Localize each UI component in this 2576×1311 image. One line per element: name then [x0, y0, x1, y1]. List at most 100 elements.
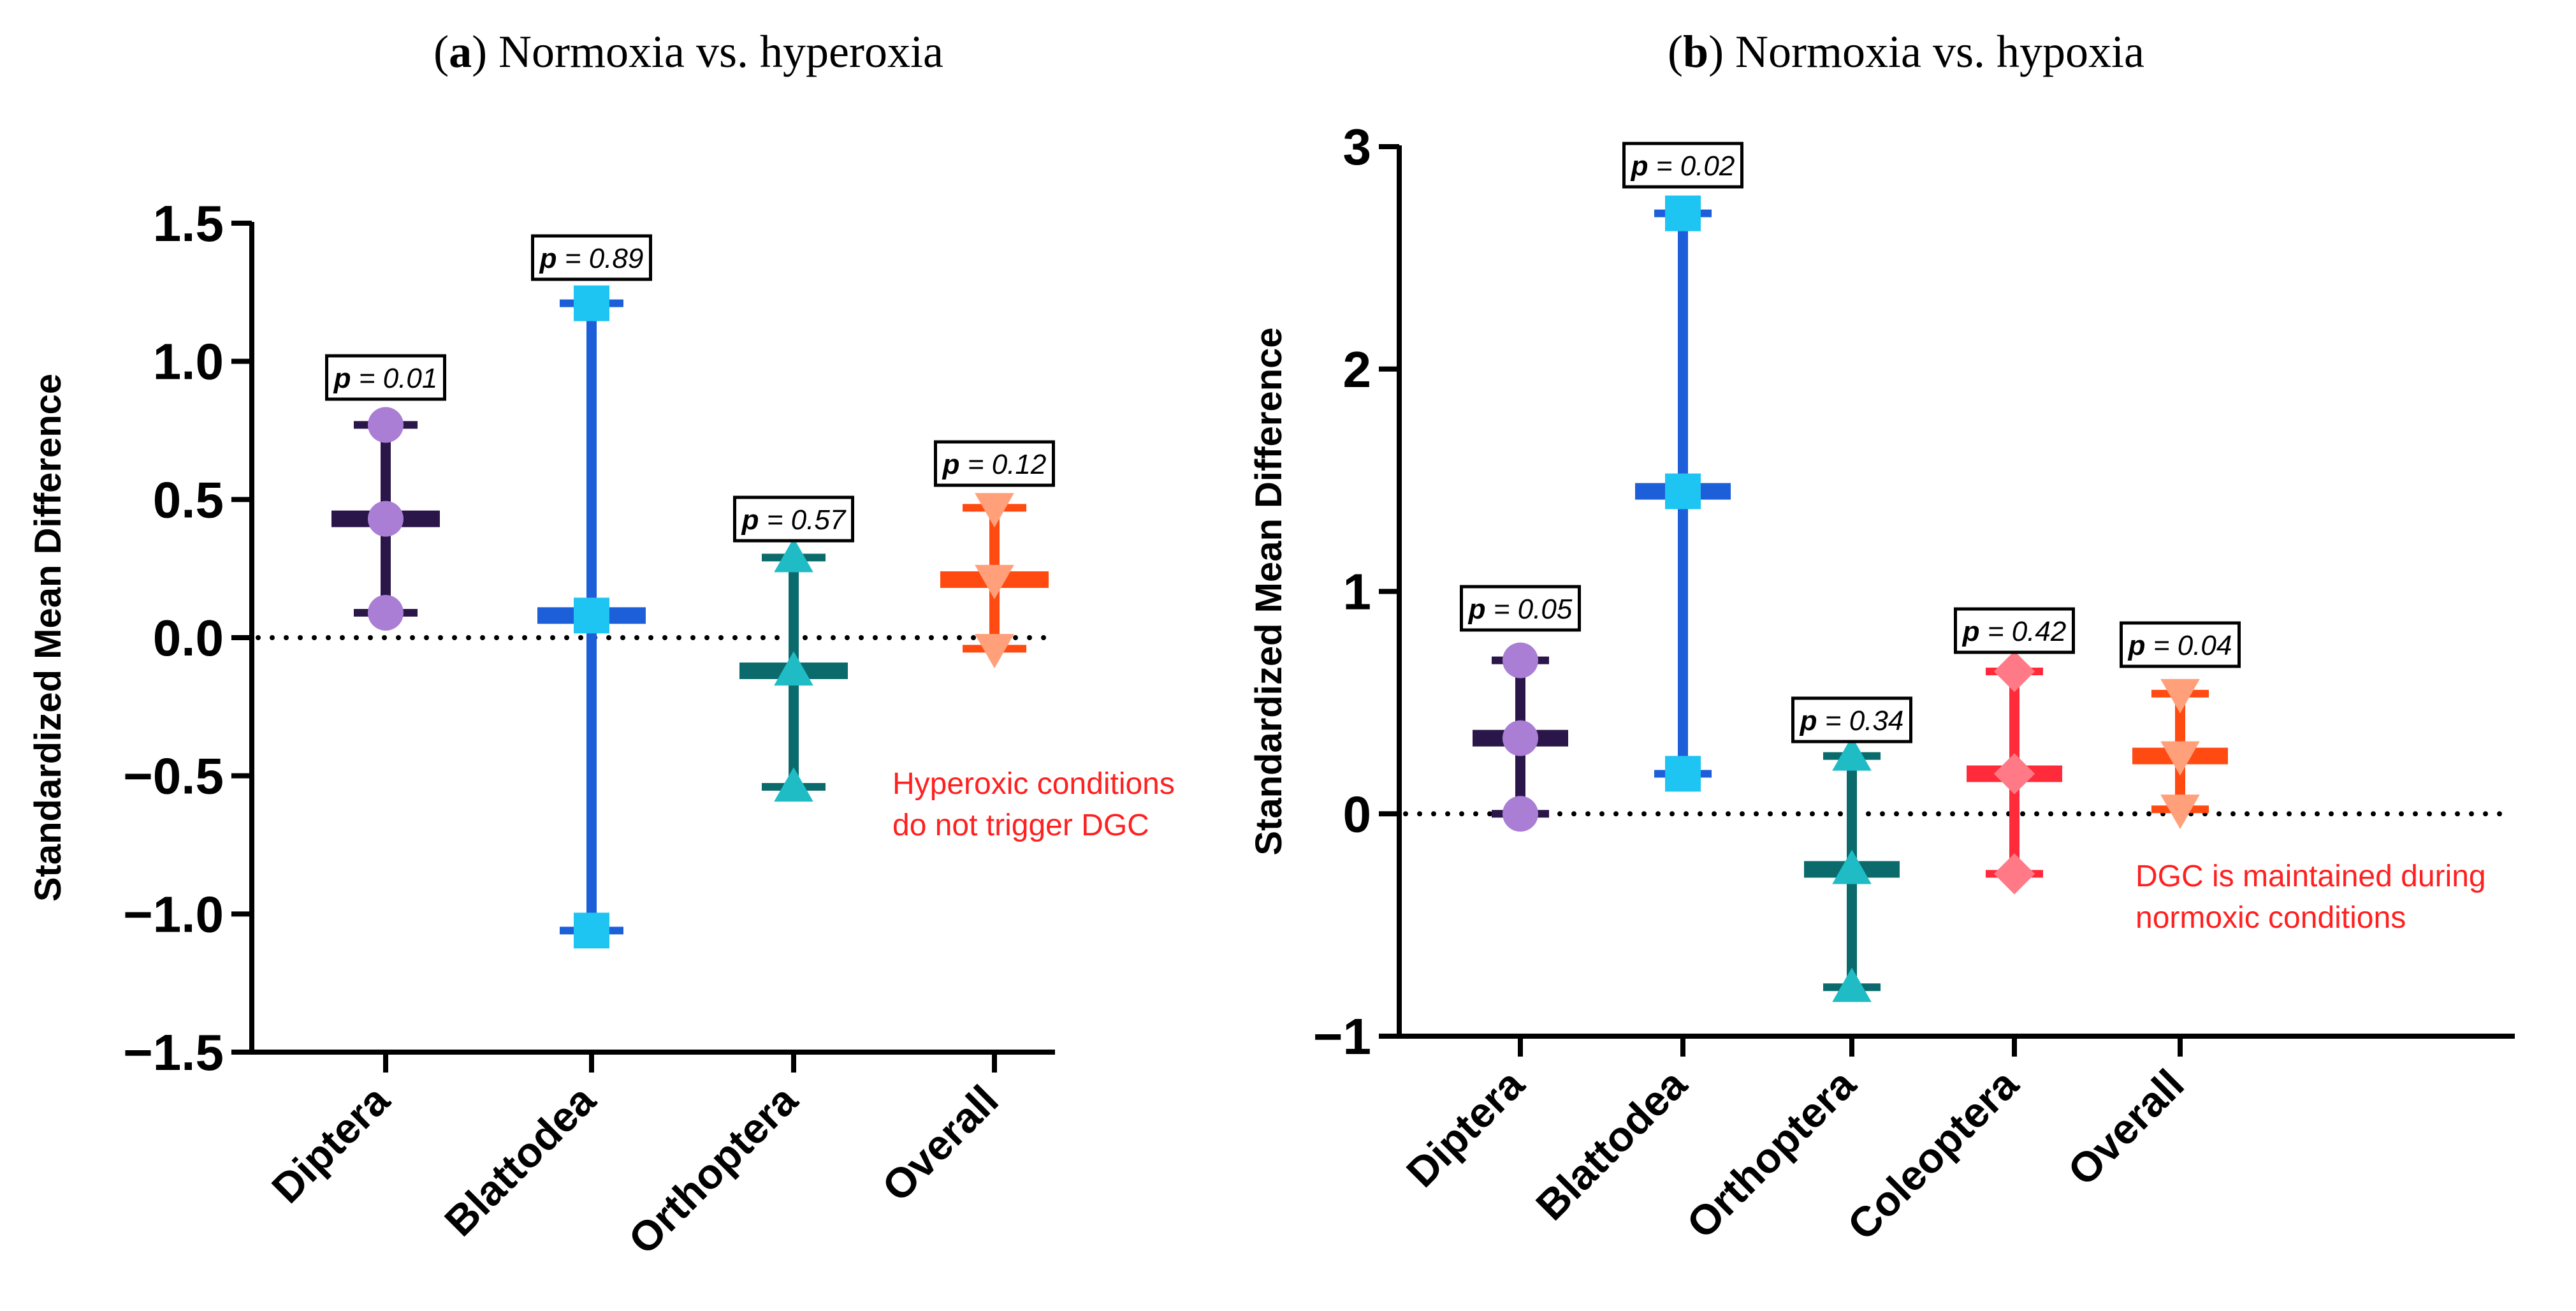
p-value-box	[1460, 585, 1581, 632]
p-value: = 0.05	[1486, 594, 1573, 625]
x-tick-label: Blattodea	[1527, 1060, 1696, 1229]
lower-marker	[1993, 853, 2035, 895]
annotation-line: Hyperoxic conditions	[892, 767, 1175, 801]
p-value: = 0.04	[2146, 630, 2232, 661]
annotation-line: DGC is maintained during	[2136, 860, 2486, 893]
p-symbol: p	[1468, 594, 1486, 625]
p-value-box	[1791, 696, 1912, 743]
title-text: Normoxia vs. hyperoxia	[498, 26, 943, 77]
p-value-label: p = 0.12	[942, 449, 1047, 480]
annotation-line: normoxic conditions	[2136, 901, 2406, 935]
p-value-label: p = 0.42	[1962, 616, 2067, 647]
p-symbol: p	[1800, 705, 1817, 736]
mean-marker	[1503, 720, 1538, 756]
upper-marker	[1993, 650, 2035, 692]
p-symbol: p	[539, 243, 557, 274]
y-tick-label: −1.0	[123, 886, 224, 942]
p-value-box	[531, 234, 652, 281]
x-tick-label: Diptera	[263, 1076, 399, 1212]
y-tick-label: −1	[1313, 1008, 1371, 1065]
chart-title: (a) Normoxia vs. hyperoxia	[433, 26, 943, 77]
x-tick-label: Orthoptera	[1677, 1060, 1865, 1247]
mean-marker	[2160, 741, 2200, 776]
lower-marker	[574, 912, 609, 949]
upper-marker	[2160, 678, 2200, 714]
mean-marker	[975, 564, 1014, 599]
y-tick-label: 1.0	[153, 333, 224, 390]
p-value-box	[733, 495, 854, 543]
y-tick-label: −1.5	[123, 1024, 224, 1081]
title-paren-close: )	[472, 26, 498, 77]
p-value-label: p = 0.05	[1468, 594, 1573, 625]
panel-b: (b) Normoxia vs. hypoxia Standardized Mea…	[1248, 26, 2515, 1249]
p-value-label: p = 0.02	[1631, 150, 1735, 182]
series-overall: p = 0.12	[934, 440, 1055, 669]
y-axis-label: Standardized Mean Difference	[27, 374, 69, 902]
mean-marker	[774, 651, 813, 686]
series-coleoptera: p = 0.42	[1954, 607, 2075, 895]
p-symbol: p	[741, 504, 759, 536]
lower-marker	[1832, 967, 1872, 1002]
lower-marker	[975, 634, 1014, 669]
upper-marker	[1665, 195, 1701, 231]
panel-a: (a) Normoxia vs. hyperoxia Standardized M…	[27, 26, 1175, 1263]
chart-title: (b) Normoxia vs. hypoxia	[1668, 26, 2144, 77]
p-value: = 0.57	[759, 504, 847, 536]
upper-marker	[1832, 736, 1872, 771]
y-tick-label: 1.5	[153, 195, 224, 252]
mean-marker	[574, 597, 609, 634]
x-tick-label: Diptera	[1397, 1060, 1534, 1196]
y-axis-label: Standardized Mean Difference	[1248, 327, 1290, 855]
series-blattodea: p = 0.89	[531, 234, 652, 949]
y-tick-label: 3	[1343, 119, 1372, 175]
p-value: = 0.02	[1648, 150, 1735, 182]
y-tick-label: 0.0	[153, 610, 224, 666]
p-value-label: p = 0.04	[2128, 630, 2232, 661]
p-symbol: p	[1631, 150, 1648, 182]
p-value-label: p = 0.89	[539, 243, 644, 274]
mean-marker	[368, 501, 404, 537]
upper-marker	[975, 493, 1014, 528]
p-value: = 0.01	[351, 363, 438, 394]
p-value: = 0.89	[557, 243, 644, 274]
upper-marker	[574, 285, 609, 321]
x-tick-label: Blattodea	[435, 1076, 605, 1245]
p-symbol: p	[942, 449, 960, 480]
series-diptera: p = 0.01	[325, 354, 446, 631]
upper-marker	[774, 538, 813, 573]
lower-marker	[1503, 796, 1538, 832]
p-value: = 0.34	[1817, 705, 1904, 736]
p-value-label: p = 0.57	[741, 504, 847, 536]
mean-marker	[1832, 849, 1872, 884]
panel-label: b	[1683, 26, 1708, 77]
p-value-box	[325, 354, 446, 401]
p-symbol: p	[333, 363, 351, 394]
p-value-box	[934, 440, 1055, 487]
title-text: Normoxia vs. hypoxia	[1735, 26, 2144, 77]
series-overall: p = 0.04	[2120, 621, 2241, 830]
title-paren-close: )	[1708, 26, 1735, 77]
series-diptera: p = 0.05	[1460, 585, 1581, 832]
x-tick-label: Coleoptera	[1838, 1060, 2028, 1249]
lower-marker	[2160, 795, 2200, 830]
lower-marker	[774, 767, 813, 802]
lower-marker	[368, 595, 404, 631]
title-paren-open: (	[1668, 26, 1683, 77]
x-tick-label: Overall	[873, 1076, 1007, 1211]
p-symbol: p	[1962, 616, 1980, 647]
p-value-label: p = 0.01	[333, 363, 438, 394]
x-tick-label: Orthoptera	[619, 1076, 806, 1263]
upper-marker	[368, 407, 404, 443]
mean-marker	[1993, 753, 2035, 795]
y-tick-label: 0.5	[153, 471, 224, 528]
p-value-label: p = 0.34	[1800, 705, 1904, 736]
p-value-box	[2120, 621, 2241, 668]
y-tick-label: −0.5	[123, 748, 224, 805]
y-tick-label: 0	[1343, 786, 1372, 842]
p-value: = 0.12	[960, 449, 1047, 480]
y-tick-label: 2	[1343, 341, 1372, 398]
x-tick-label: Overall	[2058, 1060, 2193, 1195]
annotation-line: do not trigger DGC	[892, 809, 1149, 842]
p-value-box	[1954, 607, 2075, 654]
